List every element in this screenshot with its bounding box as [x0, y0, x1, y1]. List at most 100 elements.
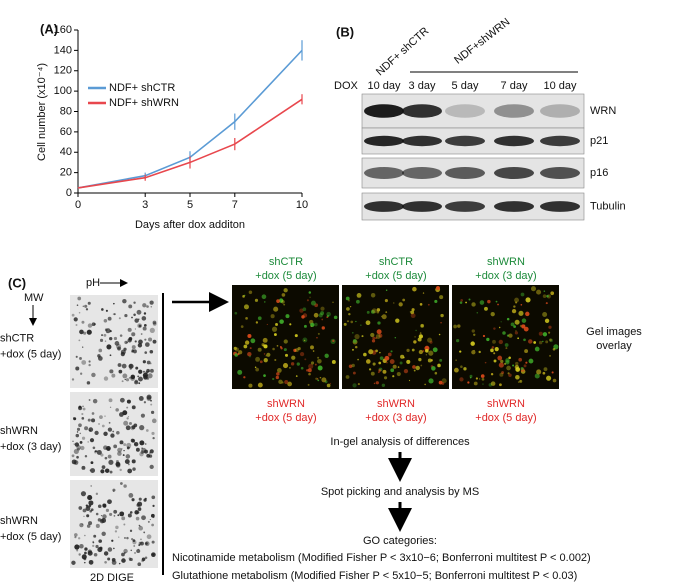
gel-spot	[294, 348, 299, 353]
gel-spot	[399, 361, 403, 365]
gel-spot	[306, 369, 309, 372]
gel-spot	[129, 557, 133, 562]
gel-spot	[122, 373, 128, 379]
gel-spot	[142, 372, 149, 378]
gel-spot	[120, 352, 125, 357]
gel-spot	[478, 350, 481, 354]
gel-spot	[104, 340, 107, 342]
gel-spot	[117, 514, 120, 517]
gel-spot	[144, 449, 148, 454]
gel-spot	[398, 302, 403, 307]
gel-spot	[530, 286, 537, 292]
protein-label: Tubulin	[590, 200, 626, 212]
gel-spot	[379, 351, 381, 354]
gel-spot	[107, 547, 113, 552]
gel-spot	[377, 321, 381, 325]
gel-spot	[255, 321, 259, 324]
gel-spot	[415, 365, 420, 371]
gel-spot	[117, 451, 122, 456]
gel-spot	[308, 372, 311, 376]
gel-spot	[471, 350, 476, 355]
gel-spot	[499, 372, 504, 377]
overlay-caption: Gel images	[586, 326, 642, 338]
gel-spot	[87, 495, 93, 501]
gel-spot	[434, 299, 438, 304]
gel-spot	[123, 420, 129, 426]
gel-spot	[389, 359, 395, 364]
gel-spot	[370, 309, 375, 314]
gel-spot	[101, 308, 104, 311]
gel-spot	[351, 331, 354, 334]
protein-label: p21	[590, 135, 608, 147]
gel-spot	[394, 336, 397, 339]
gel-spot	[498, 326, 501, 329]
gel-spot	[321, 377, 327, 383]
gel-spot	[80, 372, 83, 375]
gel-spot	[81, 417, 85, 420]
gel-spot	[144, 351, 148, 354]
y-tick-label: 20	[60, 167, 72, 179]
gel-spot	[523, 338, 526, 342]
gel-spot	[499, 383, 502, 387]
band	[402, 201, 442, 212]
gel-spot	[104, 456, 108, 460]
sample-label: shCTR	[0, 332, 34, 344]
overlay-bottom-label: +dox (5 day)	[255, 412, 316, 424]
gel-spot	[326, 314, 330, 318]
gel-spot	[435, 285, 441, 291]
gel-spot	[276, 368, 282, 373]
gel-spot	[356, 299, 360, 304]
gel-spot	[100, 469, 105, 474]
gel-spot	[427, 303, 430, 306]
gel-spot	[76, 445, 82, 450]
gel-spot	[368, 368, 372, 371]
band	[540, 135, 580, 147]
gel-spot	[86, 524, 91, 528]
y-axis-label: Cell number (x10⁻⁴)	[36, 63, 48, 161]
gel-spot	[544, 318, 550, 323]
gel-spot	[384, 355, 390, 361]
gel-spot	[545, 302, 548, 305]
overlay-top-label: +dox (5 day)	[365, 270, 426, 282]
y-tick-label: 60	[60, 126, 72, 138]
gel-spot	[320, 306, 325, 311]
gel-spot	[120, 482, 123, 485]
gel-spot	[377, 371, 380, 374]
gel-spot	[254, 366, 257, 368]
gel-spot	[275, 375, 279, 380]
gel-spot	[521, 318, 527, 323]
band	[494, 201, 534, 212]
gel-spot	[279, 345, 282, 348]
gel-spot	[552, 378, 557, 383]
gel-spot	[141, 316, 147, 321]
gel-spot	[517, 337, 520, 340]
gel-spot	[88, 521, 93, 526]
gel-spot	[303, 324, 307, 328]
gel-spot	[99, 338, 104, 342]
gel-spot	[122, 454, 125, 457]
gel-spot	[243, 304, 250, 310]
gel-spot	[128, 376, 131, 379]
gel-spot	[501, 371, 505, 375]
gel-spot	[459, 301, 463, 304]
gel-spot	[245, 316, 248, 320]
gel-spot	[361, 335, 364, 338]
x-axis-label: Days after dox additon	[135, 219, 245, 231]
gel-spot	[242, 295, 245, 298]
gel-spot	[390, 350, 393, 353]
gel-spot	[370, 332, 375, 338]
gel-spot	[368, 349, 374, 355]
gel-spot	[74, 533, 78, 537]
gel-spot	[124, 459, 130, 465]
band	[540, 104, 580, 118]
gel-spot	[140, 538, 142, 541]
gel-spot	[112, 490, 115, 492]
gel-spot	[109, 330, 112, 333]
gel-spot	[326, 383, 331, 388]
gel-spot	[90, 461, 94, 465]
gel-spot	[497, 355, 503, 361]
gel-spot	[88, 500, 94, 506]
gel-spot	[425, 348, 429, 353]
gel-spot	[454, 367, 459, 373]
gel-spot	[316, 378, 319, 380]
